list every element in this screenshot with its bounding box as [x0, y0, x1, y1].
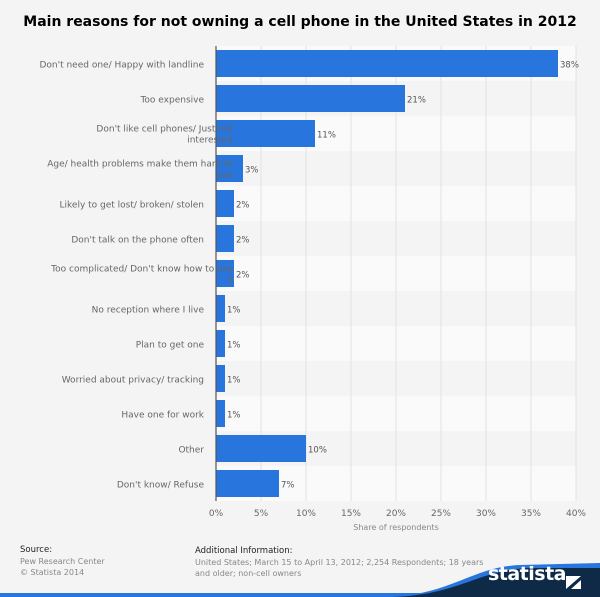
x-tick-label: 30%: [476, 509, 496, 519]
source-line: Pew Research Center: [20, 557, 105, 566]
category-label: Don't talk on the phone often: [71, 236, 204, 246]
bar: [216, 50, 558, 77]
data-label: 7%: [281, 481, 295, 491]
category-label: Worried about privacy/ tracking: [62, 376, 204, 386]
bar: [216, 400, 225, 427]
data-label: 21%: [407, 96, 426, 106]
category-label: Other: [178, 446, 204, 456]
bar: [216, 120, 315, 147]
category-label: Too expensive: [139, 96, 204, 106]
data-label: 1%: [227, 306, 241, 316]
info-label: Additional Information:: [195, 546, 293, 556]
category-label: Don't like cell phones/ Just not interest…: [96, 125, 233, 146]
bar: [216, 225, 234, 252]
bar: [216, 155, 243, 182]
category-label: Have one for work: [121, 411, 204, 421]
bar: [216, 330, 225, 357]
chart-title: Main reasons for not owning a cell phone…: [23, 14, 577, 30]
x-tick-label: 10%: [296, 509, 316, 519]
bar: [216, 365, 225, 392]
data-label: 11%: [317, 131, 336, 141]
data-label: 2%: [236, 271, 250, 281]
category-label: Don't know/ Refuse: [117, 481, 205, 491]
copyright-line: © Statista 2014: [20, 568, 85, 577]
category-label: Age/ health problems make them hard to us…: [47, 160, 233, 181]
data-label: 3%: [245, 166, 259, 176]
source-block: Source: Pew Research Center © Statista 2…: [20, 545, 105, 578]
data-label: 1%: [227, 341, 241, 351]
category-label: Don't need one/ Happy with landline: [39, 61, 204, 71]
x-tick-label: 0%: [209, 509, 224, 519]
x-tick-label: 20%: [386, 509, 406, 519]
data-label: 38%: [560, 61, 579, 71]
data-label: 1%: [227, 376, 241, 386]
bar: [216, 260, 234, 287]
data-label: 10%: [308, 446, 327, 456]
x-tick-label: 5%: [254, 509, 269, 519]
statista-logo-icon: [566, 576, 581, 589]
info-line: United States; March 15 to April 13, 201…: [195, 558, 484, 567]
category-label: No reception where I live: [92, 306, 205, 316]
x-axis-label: Share of respondents: [353, 523, 439, 532]
x-tick-label: 40%: [566, 509, 586, 519]
category-label: Likely to get lost/ broken/ stolen: [60, 201, 205, 211]
x-tick-label: 25%: [431, 509, 451, 519]
data-label: 1%: [227, 411, 241, 421]
bar: [216, 295, 225, 322]
bar: [216, 435, 306, 462]
statista-logo-text: statista: [487, 563, 567, 585]
statista-logo-banner: [0, 563, 600, 597]
data-label: 2%: [236, 201, 250, 211]
bar: [216, 470, 279, 497]
x-tick-label: 15%: [341, 509, 361, 519]
additional-info-block: Additional Information: United States; M…: [195, 546, 483, 579]
category-label: Plan to get one: [136, 341, 205, 351]
bar: [216, 85, 405, 112]
x-tick-label: 35%: [521, 509, 541, 519]
data-label: 2%: [236, 236, 250, 246]
source-label: Source:: [20, 545, 53, 555]
bar: [216, 190, 234, 217]
info-line: and older; non-cell owners: [195, 569, 302, 578]
bar-chart: 38% 21% 11% 3% 2% 2% 2% 1% 1% 1% 1% 10% 7% Don't nee…: [39, 46, 586, 532]
category-label: Too complicated/ Don't know how to use it: [50, 265, 233, 286]
